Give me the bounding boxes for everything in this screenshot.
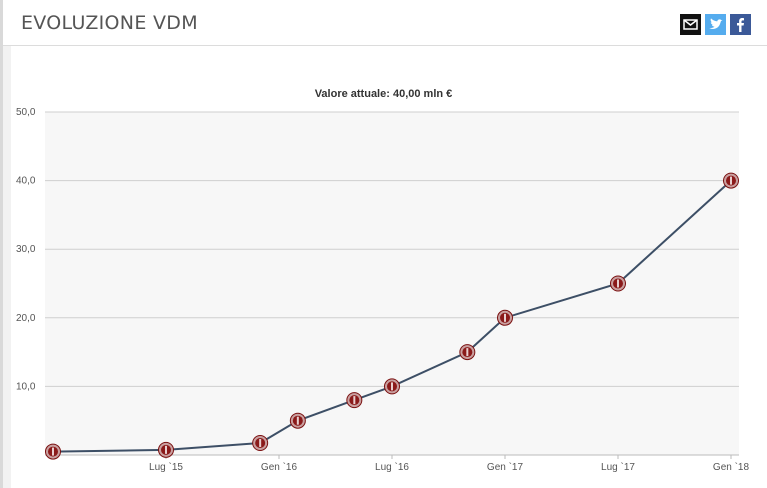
y-tick-label: 40,0 xyxy=(16,176,36,187)
mail-icon[interactable] xyxy=(680,14,701,35)
left-border xyxy=(0,0,3,488)
section-header: EVOLUZIONE VDM xyxy=(3,0,767,46)
data-point[interactable] xyxy=(459,344,476,361)
x-tick-label: Lug `17 xyxy=(601,461,635,473)
y-tick-label: 30,0 xyxy=(16,244,36,255)
data-point[interactable] xyxy=(384,378,400,395)
y-tick-label: 10,0 xyxy=(16,381,36,392)
y-tick-label: 50,0 xyxy=(16,107,36,118)
data-point[interactable] xyxy=(723,172,739,189)
x-tick-label: Lug `16 xyxy=(375,461,409,473)
data-point[interactable] xyxy=(610,275,626,292)
series-line xyxy=(52,179,732,453)
twitter-icon[interactable] xyxy=(705,14,726,35)
data-point[interactable] xyxy=(497,309,513,326)
x-tick-label: Lug `15 xyxy=(149,461,183,473)
x-tick-label: Gen `17 xyxy=(487,461,524,473)
data-point[interactable] xyxy=(45,443,61,460)
left-gutter xyxy=(3,46,11,488)
plot-area xyxy=(45,112,739,455)
data-points xyxy=(45,172,739,460)
data-point[interactable] xyxy=(289,412,306,429)
chart-title: Valore attuale: 40,00 mln € xyxy=(314,88,453,100)
x-tick-label: Gen `18 xyxy=(713,461,750,473)
x-axis: Lug `15 Gen `16 Lug `16 Gen `17 Lug `17 Gen `… xyxy=(149,455,750,473)
y-axis: 10,0 20,0 30,0 40,0 50,0 xyxy=(16,107,36,392)
data-point[interactable] xyxy=(252,434,269,451)
y-tick-label: 20,0 xyxy=(16,313,36,324)
data-point[interactable] xyxy=(346,392,363,409)
facebook-icon[interactable] xyxy=(730,14,751,35)
data-point[interactable] xyxy=(158,441,174,458)
x-tick-label: Gen `16 xyxy=(261,461,298,473)
section-title: EVOLUZIONE VDM xyxy=(21,12,198,34)
